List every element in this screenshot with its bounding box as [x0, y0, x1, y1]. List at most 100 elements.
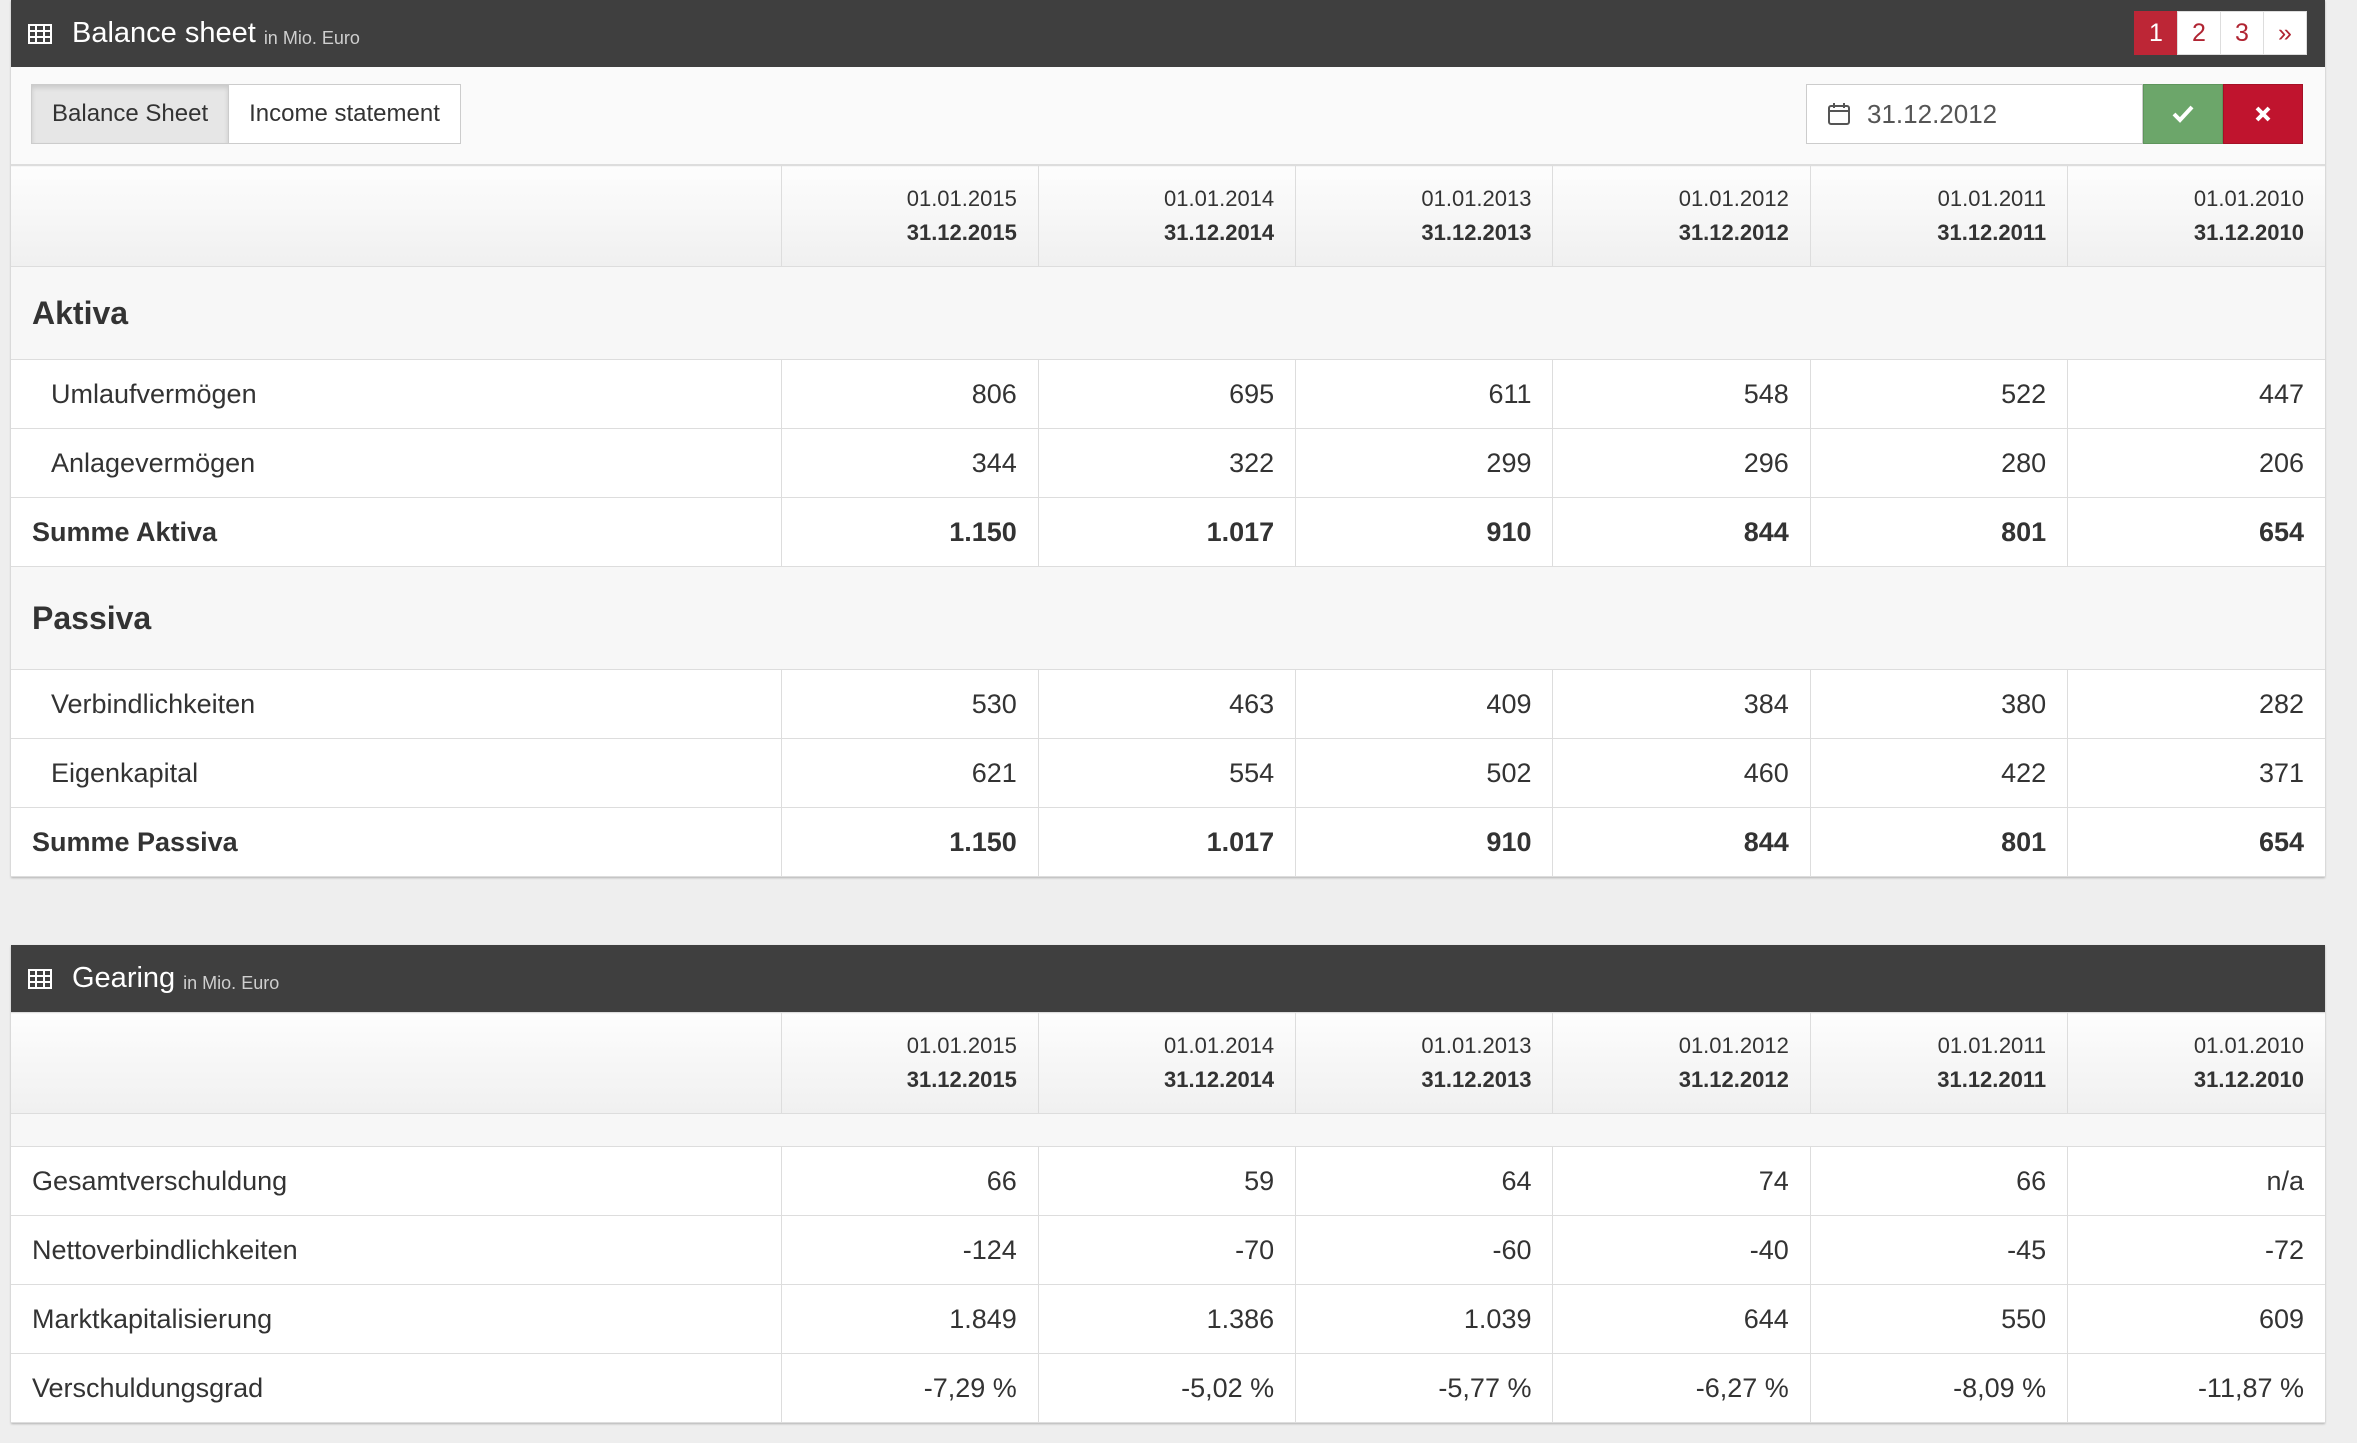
- period-to: 31.12.2010: [2193, 1067, 2304, 1092]
- calendar-icon: [1828, 103, 1850, 125]
- period-to: 31.12.2013: [1421, 220, 1532, 245]
- period-header: 01.01.2013 31.12.2013: [1295, 1012, 1554, 1114]
- date-field[interactable]: 31.12.2012: [1806, 84, 2143, 144]
- check-icon: [2172, 105, 2194, 123]
- cell-value: 66: [780, 1146, 1039, 1216]
- table-row: Anlagevermögen 344 322 299 296 280 206: [11, 428, 2325, 498]
- cell-value: n/a: [2067, 1146, 2325, 1216]
- cell-value: 550: [1809, 1284, 2069, 1354]
- period-to: 31.12.2015: [906, 1067, 1017, 1092]
- period-to: 31.12.2011: [1937, 220, 2047, 245]
- cell-value: 522: [1809, 359, 2069, 429]
- close-icon: [2255, 106, 2271, 122]
- period-header: 01.01.2014 31.12.2014: [1037, 1012, 1297, 1114]
- cell-value: 66: [1809, 1146, 2069, 1216]
- period-from: 01.01.2010: [2193, 1033, 2304, 1058]
- period-from: 01.01.2013: [1421, 186, 1532, 211]
- cell-value: 64: [1295, 1146, 1554, 1216]
- cell-value: 609: [2067, 1284, 2325, 1354]
- next-page-button[interactable]: »: [2263, 11, 2307, 55]
- period-to: 31.12.2014: [1164, 220, 1275, 245]
- row-label: Summe Passiva: [11, 807, 782, 877]
- toolbar: Balance Sheet Income statement 31.12.201…: [11, 67, 2325, 165]
- cell-value: 206: [2067, 428, 2325, 498]
- period-from: 01.01.2014: [1164, 1033, 1275, 1058]
- row-label: Verbindlichkeiten: [11, 669, 782, 739]
- cell-value: -45: [1809, 1215, 2069, 1285]
- cell-value: 695: [1037, 359, 1297, 429]
- period-from: 01.01.2013: [1421, 1033, 1532, 1058]
- period-header: 01.01.2010 31.12.2010: [2067, 1012, 2325, 1114]
- period-header: 01.01.2012 31.12.2012: [1552, 165, 1811, 267]
- period-from: 01.01.2012: [1678, 1033, 1789, 1058]
- cell-value: 447: [2067, 359, 2325, 429]
- spacer-row: [11, 1113, 2325, 1147]
- period-from: 01.01.2015: [906, 1033, 1017, 1058]
- period-header: 01.01.2013 31.12.2013: [1295, 165, 1554, 267]
- period-header: 01.01.2011 31.12.2011: [1809, 1012, 2069, 1114]
- cell-value: 460: [1552, 738, 1811, 808]
- row-label: Nettoverbindlichkeiten: [11, 1215, 782, 1285]
- panel-title: Gearing: [72, 962, 176, 994]
- cell-value: -11,87 %: [2067, 1353, 2325, 1423]
- table-row: Umlaufvermögen 806 695 611 548 522 447: [11, 359, 2325, 429]
- cell-value: 322: [1037, 428, 1297, 498]
- cancel-button[interactable]: [2223, 84, 2303, 144]
- cell-value: -6,27 %: [1552, 1353, 1811, 1423]
- cell-value: 422: [1809, 738, 2069, 808]
- period-header: 01.01.2010 31.12.2010: [2067, 165, 2325, 267]
- cell-value: 1.150: [780, 497, 1039, 567]
- period-from: 01.01.2014: [1164, 186, 1275, 211]
- period-to: 31.12.2010: [2193, 220, 2304, 245]
- table-row: Marktkapitalisierung 1.849 1.386 1.039 6…: [11, 1284, 2325, 1354]
- cell-value: 299: [1295, 428, 1554, 498]
- table-row: Gesamtverschuldung 66 59 64 74 66 n/a: [11, 1146, 2325, 1216]
- row-label: Gesamtverschuldung: [11, 1146, 782, 1216]
- panel-header: Gearing in Mio. Euro: [11, 945, 2325, 1012]
- cell-value: 844: [1552, 807, 1811, 877]
- panel-title: Balance sheet: [72, 17, 256, 49]
- period-from: 01.01.2011: [1937, 1033, 2047, 1058]
- cell-value: 344: [780, 428, 1039, 498]
- row-label: Summe Aktiva: [11, 497, 782, 567]
- pagination: 1 2 3 »: [2134, 11, 2307, 55]
- cell-value: 502: [1295, 738, 1554, 808]
- confirm-button[interactable]: [2143, 84, 2223, 144]
- date-filter: 31.12.2012: [1806, 84, 2303, 144]
- row-label: Verschuldungsgrad: [11, 1353, 782, 1423]
- period-header: 01.01.2015 31.12.2015: [780, 165, 1039, 267]
- period-from: 01.01.2010: [2193, 186, 2304, 211]
- gearing-panel: Gearing in Mio. Euro 01.01.2015 31.12.201…: [11, 945, 2325, 1423]
- panel-subtitle: in Mio. Euro: [263, 27, 360, 48]
- cell-value: 409: [1295, 669, 1554, 739]
- cell-value: 806: [780, 359, 1039, 429]
- row-label: Eigenkapital: [11, 738, 782, 808]
- header-label-cell: [11, 1012, 782, 1114]
- cell-value: 910: [1295, 807, 1554, 877]
- page-1-button[interactable]: 1: [2134, 11, 2178, 55]
- panel-header: Balance sheet in Mio. Euro 1 2 3 »: [11, 0, 2325, 67]
- tab-balance-sheet[interactable]: Balance Sheet: [31, 84, 230, 144]
- page-3-button[interactable]: 3: [2220, 11, 2264, 55]
- cell-value: 296: [1552, 428, 1811, 498]
- cell-value: 621: [780, 738, 1039, 808]
- cell-value: 1.150: [780, 807, 1039, 877]
- period-header: 01.01.2011 31.12.2011: [1809, 165, 2069, 267]
- header-row: 01.01.2015 31.12.2015 01.01.2014 31.12.201…: [11, 1012, 2325, 1114]
- cell-value: 654: [2067, 497, 2325, 567]
- period-to: 31.12.2012: [1678, 1067, 1789, 1092]
- cell-value: 548: [1552, 359, 1811, 429]
- sum-row-passiva: Summe Passiva 1.150 1.017 910 844 801 65…: [11, 807, 2325, 877]
- cell-value: 1.386: [1037, 1284, 1297, 1354]
- cell-value: 801: [1809, 807, 2069, 877]
- cell-value: -5,77 %: [1295, 1353, 1554, 1423]
- period-to: 31.12.2013: [1421, 1067, 1532, 1092]
- page-2-button[interactable]: 2: [2177, 11, 2221, 55]
- period-header: 01.01.2014 31.12.2014: [1037, 165, 1297, 267]
- table-row: Eigenkapital 621 554 502 460 422 371: [11, 738, 2325, 808]
- period-from: 01.01.2015: [906, 186, 1017, 211]
- tab-income-statement[interactable]: Income statement: [228, 84, 461, 144]
- header-row: 01.01.2015 31.12.2015 01.01.2014 31.12.201…: [11, 165, 2325, 267]
- cell-value: 384: [1552, 669, 1811, 739]
- panel-subtitle: in Mio. Euro: [183, 972, 280, 993]
